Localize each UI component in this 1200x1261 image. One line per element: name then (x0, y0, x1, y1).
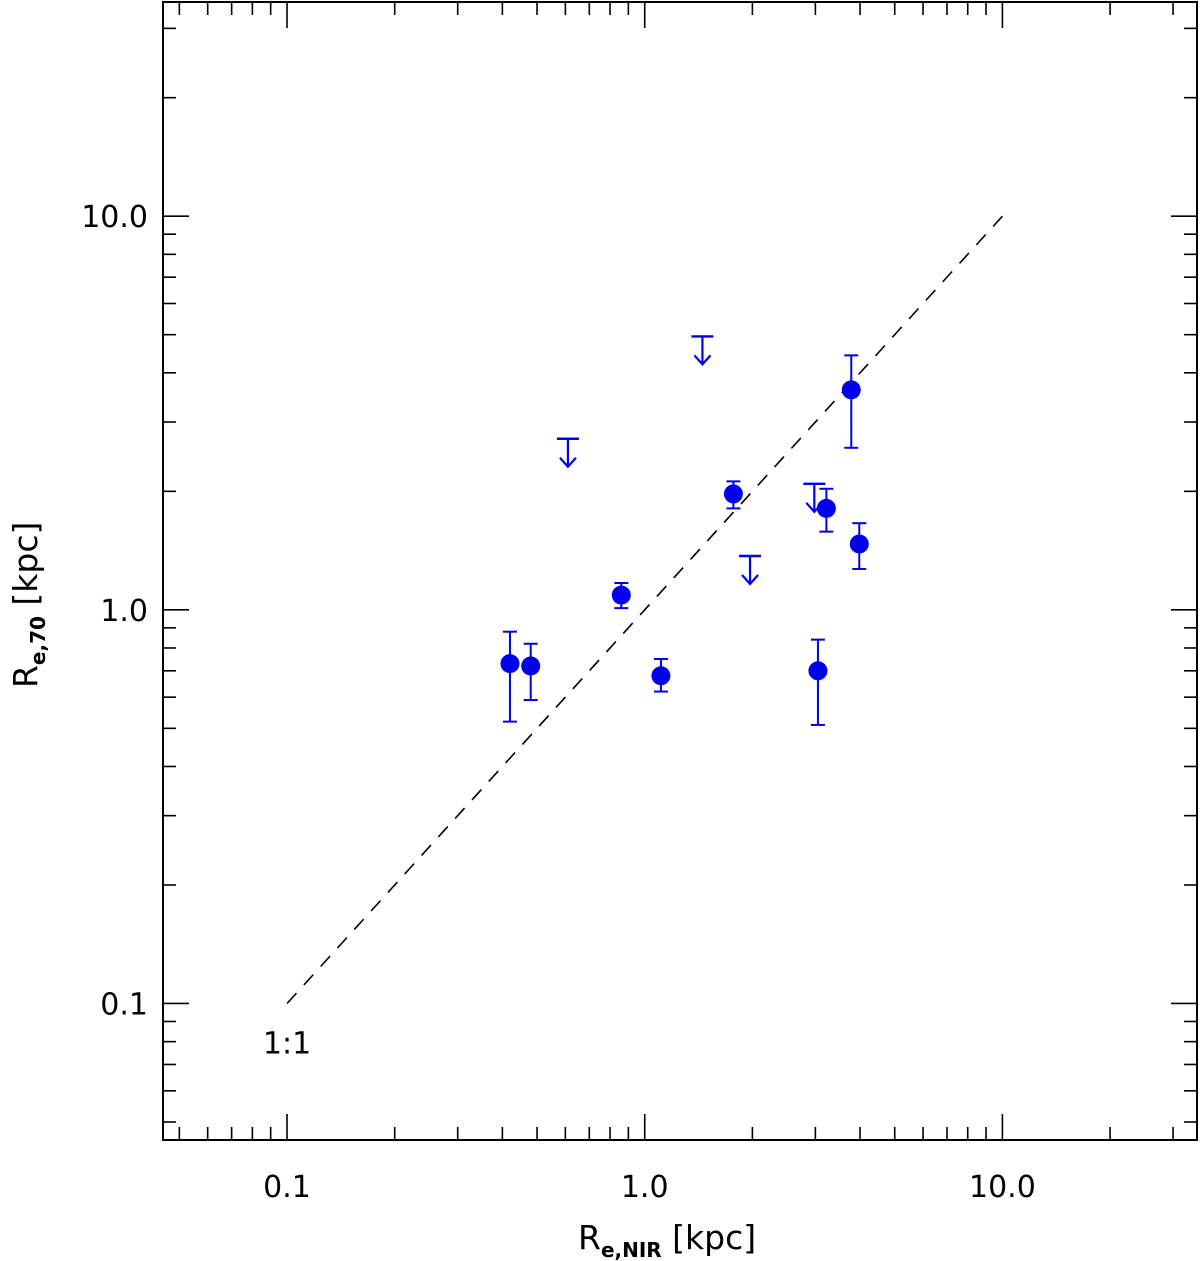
plot-frame (162, 1, 1198, 1141)
data-point (500, 630, 520, 723)
data-point (816, 487, 836, 533)
y-tick-label: 1.0 (100, 594, 148, 629)
point-marker (841, 380, 861, 400)
limit-arrowhead (741, 574, 759, 586)
one-to-one-label: 1:1 (263, 1026, 311, 1061)
data-point (651, 658, 671, 693)
one-to-one-line (286, 215, 1003, 1005)
x-tick-label: 10.0 (969, 1170, 1036, 1205)
upper-limit (739, 554, 762, 586)
data-point (808, 638, 828, 726)
data-point (841, 354, 861, 449)
y-axis-title: Re,70 [kpc] (6, 522, 50, 688)
x-tick-label: 1.0 (621, 1170, 669, 1205)
point-marker (723, 484, 743, 504)
point-marker (849, 534, 869, 554)
reference-line-group: 1:1 (263, 215, 1003, 1061)
y-tick-label: 10.0 (81, 200, 148, 235)
upper-limit (691, 335, 714, 367)
point-marker (808, 661, 828, 681)
tick-labels: 0.1 1.0 10.0 0.1 1.0 10.0 (81, 200, 1036, 1205)
point-marker (500, 654, 520, 674)
limit-arrowhead (693, 354, 712, 367)
upper-limit (556, 437, 579, 469)
point-marker (611, 585, 631, 605)
y-tick-label: 0.1 (100, 987, 148, 1022)
data-point (723, 480, 743, 510)
data-point (611, 581, 631, 610)
x-tick-label: 0.1 (263, 1170, 311, 1205)
data-points (500, 335, 869, 726)
upper-limit (803, 482, 826, 514)
limit-arrowhead (559, 457, 577, 469)
x-axis-title: Re,NIR [kpc] (578, 1218, 756, 1261)
point-marker (816, 498, 836, 518)
point-marker (521, 656, 541, 676)
data-point (521, 642, 541, 702)
axis-ticks (163, 2, 1197, 1140)
data-point (849, 522, 869, 570)
point-marker (651, 666, 671, 686)
limit-arrowhead (805, 502, 824, 514)
